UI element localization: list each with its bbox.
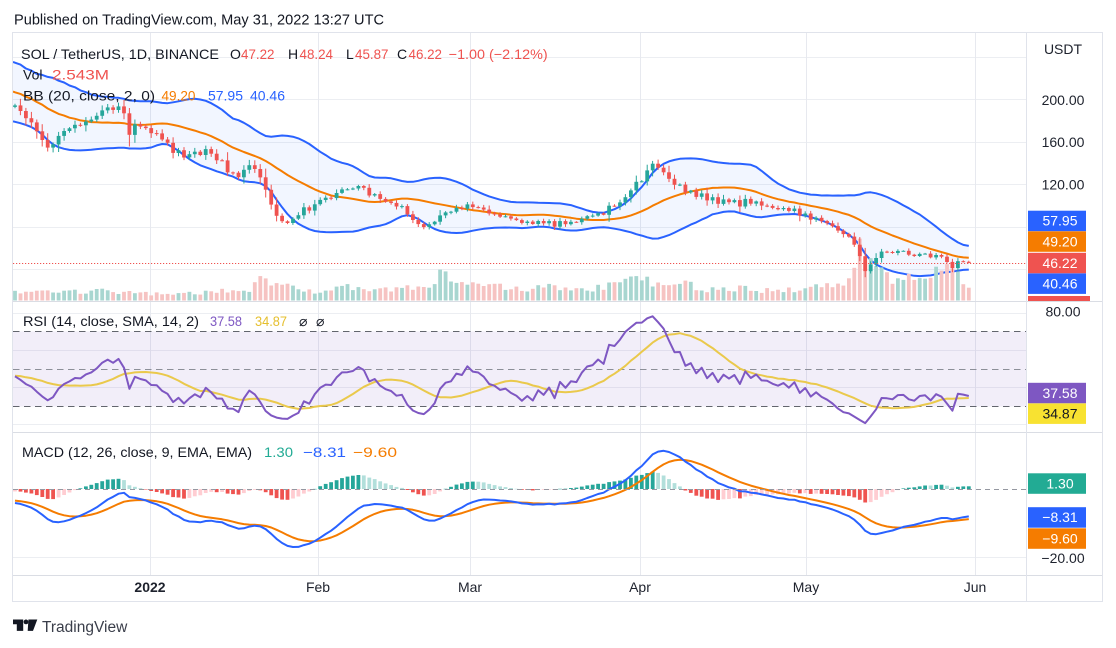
- svg-text:160.00: 160.00: [1042, 134, 1085, 150]
- svg-text:Jun: Jun: [964, 579, 987, 595]
- svg-text:TradingView: TradingView: [42, 619, 128, 636]
- svg-text:−9.60: −9.60: [353, 444, 397, 460]
- svg-text:1.30: 1.30: [264, 444, 293, 460]
- svg-text:120.00: 120.00: [1042, 176, 1085, 192]
- svg-text:49.20: 49.20: [162, 88, 196, 104]
- svg-text:C: C: [397, 46, 407, 62]
- svg-text:Vol: Vol: [23, 67, 42, 83]
- svg-text:40.46: 40.46: [1042, 275, 1077, 291]
- svg-text:⌀: ⌀: [316, 313, 324, 329]
- svg-text:BB (20, close, 2, 0): BB (20, close, 2, 0): [23, 88, 155, 104]
- svg-text:USDT: USDT: [1044, 41, 1083, 57]
- svg-text:57.95: 57.95: [1042, 213, 1077, 229]
- svg-text:−8.31: −8.31: [303, 444, 346, 460]
- svg-text:34.87: 34.87: [255, 313, 287, 329]
- svg-text:O: O: [230, 46, 241, 62]
- svg-text:80.00: 80.00: [1045, 303, 1080, 319]
- svg-text:−9.60: −9.60: [1042, 530, 1078, 546]
- svg-text:Mar: Mar: [458, 579, 482, 595]
- svg-text:Feb: Feb: [306, 579, 330, 595]
- svg-text:37.58: 37.58: [210, 313, 242, 329]
- svg-text:47.22: 47.22: [241, 46, 275, 62]
- svg-text:49.20: 49.20: [1042, 233, 1077, 249]
- svg-text:45.87: 45.87: [355, 46, 389, 62]
- svg-text:May: May: [793, 579, 819, 595]
- svg-text:46.22: 46.22: [1042, 255, 1077, 271]
- svg-text:57.95: 57.95: [208, 88, 243, 104]
- svg-text:2022: 2022: [134, 579, 165, 595]
- svg-text:Apr: Apr: [629, 579, 651, 595]
- svg-text:200.00: 200.00: [1042, 92, 1085, 108]
- svg-text:1.30: 1.30: [1046, 475, 1073, 491]
- svg-text:−20.00: −20.00: [1041, 550, 1084, 566]
- svg-text:40.46: 40.46: [250, 88, 285, 104]
- svg-text:⌀: ⌀: [299, 313, 307, 329]
- svg-text:−8.31: −8.31: [1042, 509, 1078, 525]
- svg-text:H: H: [288, 46, 298, 62]
- svg-text:48.24: 48.24: [300, 46, 334, 62]
- svg-text:34.87: 34.87: [1042, 405, 1077, 421]
- svg-text:37.58: 37.58: [1042, 385, 1077, 401]
- svg-text:RSI (14, close, SMA, 14, 2): RSI (14, close, SMA, 14, 2): [23, 313, 199, 329]
- svg-text:L: L: [346, 46, 354, 62]
- svg-text:SOL / TetherUS, 1D, BINANCE: SOL / TetherUS, 1D, BINANCE: [21, 46, 219, 62]
- svg-text:Published on TradingView.com,: Published on TradingView.com, May 31, 20…: [14, 12, 384, 29]
- svg-text:−1.00 (−2.12%): −1.00 (−2.12%): [449, 46, 548, 62]
- svg-text:2.543M: 2.543M: [52, 67, 109, 83]
- svg-text:MACD (12, 26, close, 9, EMA, E: MACD (12, 26, close, 9, EMA, EMA): [22, 444, 252, 460]
- svg-text:46.22: 46.22: [409, 46, 443, 62]
